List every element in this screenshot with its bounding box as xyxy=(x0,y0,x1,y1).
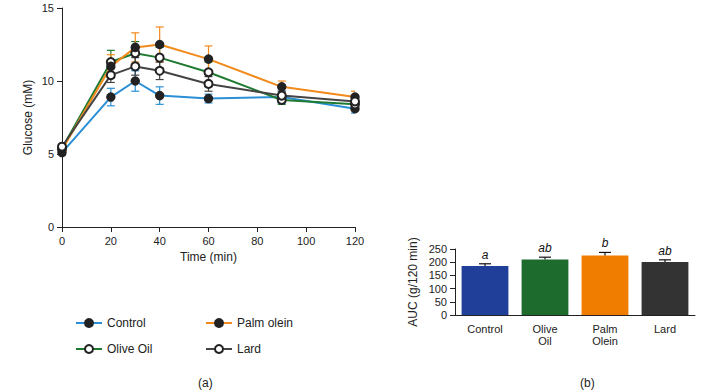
svg-text:Palm olein: Palm olein xyxy=(237,316,293,330)
svg-text:Olein: Olein xyxy=(592,335,618,347)
svg-text:100: 100 xyxy=(297,235,315,247)
svg-text:Palm: Palm xyxy=(592,323,617,335)
svg-text:Control: Control xyxy=(467,323,502,335)
svg-text:b: b xyxy=(602,236,609,250)
svg-text:80: 80 xyxy=(251,235,263,247)
svg-text:Control: Control xyxy=(107,316,146,330)
svg-text:150: 150 xyxy=(429,269,447,281)
svg-text:0: 0 xyxy=(48,221,54,233)
svg-text:Oil: Oil xyxy=(538,335,551,347)
svg-text:Olive Oil: Olive Oil xyxy=(107,342,152,356)
svg-text:100: 100 xyxy=(429,283,447,295)
svg-text:0: 0 xyxy=(441,309,447,321)
svg-text:20: 20 xyxy=(105,235,117,247)
svg-text:AUC (g/120 min): AUC (g/120 min) xyxy=(406,237,420,326)
svg-text:Lard: Lard xyxy=(654,323,676,335)
svg-text:250: 250 xyxy=(429,243,447,255)
svg-text:a: a xyxy=(482,248,489,262)
svg-text:15: 15 xyxy=(42,2,54,14)
svg-text:ab: ab xyxy=(658,244,672,258)
svg-text:(b): (b) xyxy=(580,376,595,390)
svg-text:5: 5 xyxy=(48,148,54,160)
svg-text:200: 200 xyxy=(429,256,447,268)
svg-text:0: 0 xyxy=(59,235,65,247)
svg-text:ab: ab xyxy=(538,241,552,255)
svg-text:60: 60 xyxy=(202,235,214,247)
svg-text:10: 10 xyxy=(42,75,54,87)
svg-text:50: 50 xyxy=(435,296,447,308)
svg-text:Lard: Lard xyxy=(237,342,261,356)
svg-text:(a): (a) xyxy=(198,376,213,390)
svg-text:120: 120 xyxy=(346,235,364,247)
svg-text:Time (min): Time (min) xyxy=(180,250,237,264)
svg-text:Olive: Olive xyxy=(532,323,557,335)
svg-text:Glucose (mM): Glucose (mM) xyxy=(21,80,35,155)
svg-text:40: 40 xyxy=(154,235,166,247)
